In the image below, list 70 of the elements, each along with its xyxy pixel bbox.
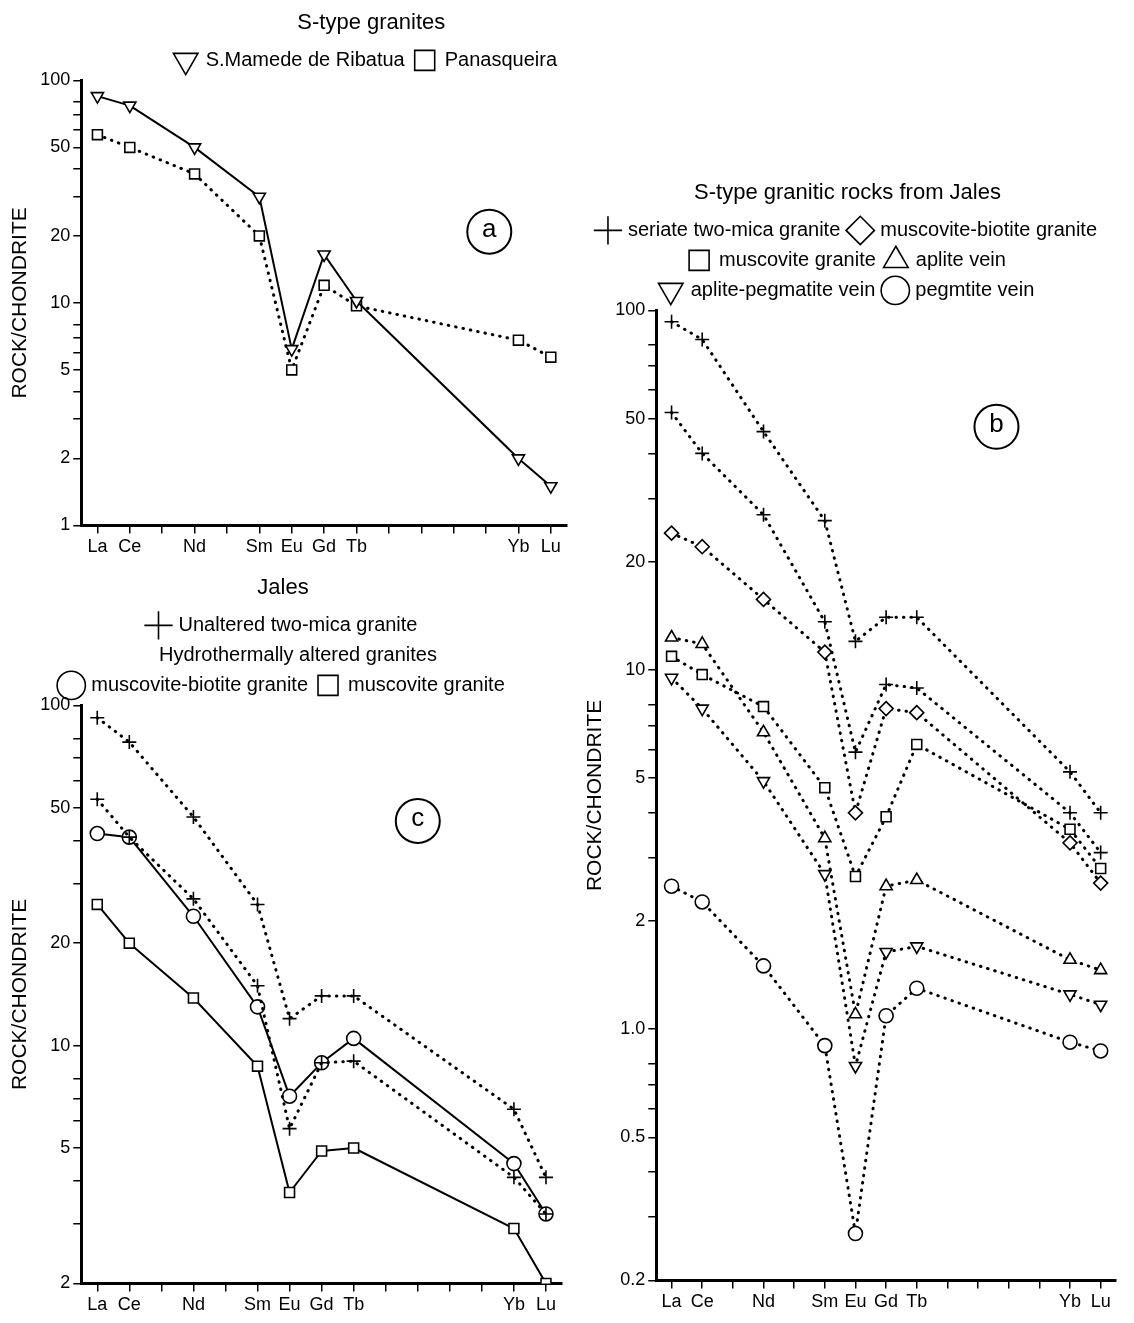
x-tick-label: La <box>661 1291 683 1312</box>
legend-title: S-type granites <box>297 9 446 35</box>
y-tick-label: 2 <box>635 909 646 930</box>
x-tick-label: La <box>87 1294 109 1315</box>
x-tick-label: Sm <box>245 536 273 557</box>
legend-label: muscovite-biotite granite <box>880 217 1098 240</box>
y-tick-label: 10 <box>50 291 71 312</box>
x-tick-label: Eu <box>278 1294 301 1315</box>
x-tick-label: Nd <box>181 1294 205 1315</box>
y-tick-label: 10 <box>50 1034 71 1055</box>
y-tick-label: 10 <box>625 658 646 679</box>
x-tick-label: Gd <box>874 1291 899 1312</box>
y-tick-label: 50 <box>50 796 71 817</box>
x-tick-label: Yb <box>507 536 530 557</box>
y-tick-label: 50 <box>50 136 71 157</box>
x-tick-label: Ce <box>690 1291 714 1312</box>
x-tick-label: Tb <box>343 1294 365 1315</box>
y-tick-label: 2 <box>60 1272 71 1293</box>
y-tick-label: 100 <box>40 694 71 715</box>
x-tick-label: Nd <box>752 1291 776 1312</box>
x-tick-label: Lu <box>1090 1291 1111 1312</box>
legend-label: seriate two-mica granite <box>627 217 841 240</box>
legend-label: pegmtite vein <box>915 277 1035 300</box>
y-tick-label: 100 <box>40 69 71 90</box>
x-tick-label: Eu <box>280 536 303 557</box>
x-tick-label: Gd <box>312 536 337 557</box>
legend-title: Jales <box>257 574 309 600</box>
annotation: c <box>411 802 425 833</box>
x-tick-label: Ce <box>118 536 142 557</box>
annotation: a <box>482 212 498 243</box>
y-tick-label: 100 <box>615 299 646 320</box>
y-tick-label: 20 <box>50 224 71 245</box>
legend-label: aplite-pegmatite vein <box>690 277 876 300</box>
x-tick-label: Gd <box>309 1294 334 1315</box>
y-axis-title: ROCK/CHONDRITE <box>582 699 606 892</box>
legend-label: Panasqueira <box>444 47 558 70</box>
legend-label: muscovite granite <box>348 672 505 695</box>
x-tick-label: Yb <box>1059 1291 1082 1312</box>
legend-label: Unaltered two-mica granite <box>178 612 418 635</box>
y-tick-label: 1 <box>60 514 71 535</box>
x-tick-label: Ce <box>117 1294 141 1315</box>
y-tick-label: 5 <box>60 358 71 379</box>
legend-label: aplite vein <box>915 247 1006 270</box>
y-tick-label: 5 <box>635 766 646 787</box>
y-tick-label: 2 <box>60 447 71 468</box>
legend-label: muscovite-biotite granite <box>91 672 309 695</box>
x-tick-label: Sm <box>244 1294 272 1315</box>
text: Hydrothermally altered granites <box>159 642 437 665</box>
legend-label: muscovite granite <box>719 247 876 270</box>
x-tick-label: Sm <box>811 1291 839 1312</box>
legend-title: S-type granitic rocks from Jales <box>694 179 1001 205</box>
x-tick-label: La <box>87 536 109 557</box>
x-tick-label: Lu <box>535 1294 556 1315</box>
legend-label: S.Mamede de Ribatua <box>205 47 406 70</box>
y-tick-label: 50 <box>625 407 646 428</box>
y-tick-label: 20 <box>50 932 71 953</box>
y-tick-label: 20 <box>625 550 646 571</box>
y-tick-label: 0.5 <box>620 1126 646 1147</box>
y-tick-label: 0.2 <box>620 1269 646 1290</box>
y-axis-title: ROCK/CHONDRITE <box>7 207 31 399</box>
x-tick-label: Tb <box>345 536 368 557</box>
x-tick-label: Eu <box>844 1291 867 1312</box>
x-tick-label: Yb <box>502 1294 525 1315</box>
y-tick-label: 1.0 <box>620 1018 646 1039</box>
y-axis-title: ROCK/CHONDRITE <box>7 898 31 1091</box>
x-tick-label: Tb <box>906 1291 928 1312</box>
x-tick-label: Nd <box>183 536 207 557</box>
x-tick-label: Lu <box>540 536 561 557</box>
y-tick-label: 5 <box>60 1136 71 1157</box>
annotation: b <box>989 407 1004 438</box>
